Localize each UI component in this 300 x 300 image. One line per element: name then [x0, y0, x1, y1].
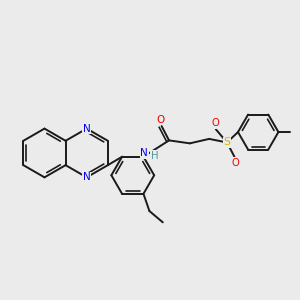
Text: N: N: [83, 172, 91, 182]
Text: N: N: [140, 148, 148, 158]
Text: O: O: [211, 118, 219, 128]
Text: S: S: [224, 137, 230, 148]
Text: O: O: [157, 115, 165, 124]
Text: H: H: [151, 151, 158, 161]
Text: N: N: [83, 124, 91, 134]
Text: O: O: [232, 158, 239, 168]
